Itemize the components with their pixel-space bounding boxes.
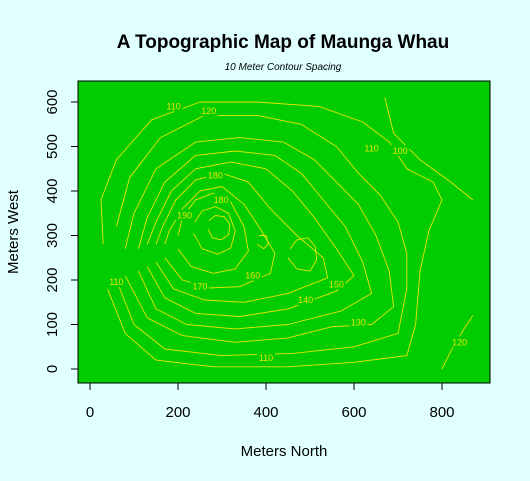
contour-190-6 [193,206,236,255]
contour-label-150: 150 [329,279,344,289]
contour-label-110: 110 [166,101,180,111]
contour-label-120-bg [199,104,218,116]
contour-label-extra-2-bg [257,351,275,363]
x-tick-label-0: 0 [86,404,94,421]
contour-label-extra-3-bg [450,336,469,348]
x-axis: 0 200 400 600 800 [86,382,455,421]
y-tick-label-0: 0 [44,365,61,373]
contour-label-120: 120 [201,106,216,116]
x-tick-label-600: 600 [341,404,366,421]
contour-label-extra-4-bg [212,193,231,205]
y-tick-label-600: 600 [44,89,61,114]
contour-label-180-bg [206,169,225,181]
contour-label-170-bg [191,280,209,292]
contour-130-0 [124,137,395,343]
x-tick-label-400: 400 [253,404,278,421]
y-tick-label-200: 200 [44,267,61,292]
contour-label-130-bg [349,316,368,328]
chart-title: A Topographic Map of Maunga Whau [117,32,449,53]
contour-160-3 [155,172,329,303]
contour-150-9 [256,235,269,250]
y-tick-label-400: 400 [44,178,61,203]
contour-label-170: 170 [192,282,207,292]
contour-label-100: 100 [393,146,408,156]
contour-label-extra-4: 180 [214,195,229,205]
y-tick-label-500: 500 [44,134,61,159]
contour-label-130: 130 [351,317,366,327]
contour-140-1 [137,150,373,330]
contour-label-190: 190 [177,210,192,220]
contour-180-5 [177,192,249,274]
contour-label-extra-0: 110 [364,144,378,154]
y-axis-label: Meters West [5,189,22,274]
chart-subtitle: 10 Meter Contour Spacing [225,62,342,73]
contour-label-extra-2: 110 [259,353,273,363]
contour-label-160: 160 [245,271,260,281]
contour-label-180: 180 [208,170,223,180]
contour-label-extra-3: 120 [452,337,467,347]
plot-area [78,81,490,383]
contour-label-160-bg [243,269,262,281]
x-tick-label-200: 200 [165,404,190,421]
y-axis: 0 100 200 300 400 500 600 [44,89,79,373]
contour-label-extra-1-bg [107,276,126,288]
x-axis-label: Meters North [241,443,328,460]
contour-160-8 [287,237,318,272]
contour-label-140-bg [296,294,315,306]
y-tick-label-100: 100 [44,312,61,337]
contour-label-150-bg [327,278,346,290]
contour-200-7 [207,215,231,241]
contour-labels: 100 110 120 130 140 150 160 170 180 190 110 110 110 1… [107,100,469,363]
contour-label-140: 140 [298,295,313,305]
contour-label-extra-0-bg [362,142,381,154]
contour-150-2 [146,161,355,317]
contour-label-110-bg [164,100,183,112]
y-tick-label-300: 300 [44,223,61,248]
contour-100-12 [384,97,474,201]
x-tick-label-800: 800 [429,404,454,421]
contour-label-190-bg [175,209,194,221]
contour-label-extra-1: 110 [109,277,123,287]
contour-label-100-bg [391,144,410,156]
